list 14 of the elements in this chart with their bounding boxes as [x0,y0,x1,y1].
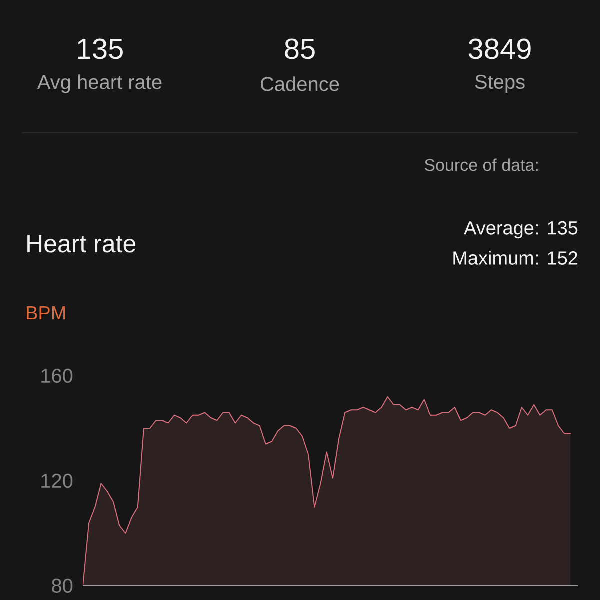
text: 135 [78,38,123,60]
text: 85 [285,38,315,60]
y-axis-title: BPM [27,306,66,320]
text: Average: 135 [464,221,578,239]
y-tick-label: 80 [52,578,73,594]
y-tick-label: 160 [42,368,73,384]
text: Avg heart rate [37,74,162,94]
chart-title: Heart rate [28,235,136,253]
text: 3849 [468,38,531,60]
source-note: Source of data: [424,158,538,172]
y-tick-label: 120 [42,474,73,488]
text: Maximum: 152 [454,251,578,265]
text: Cadence [260,76,340,92]
text: Steps [475,74,525,94]
